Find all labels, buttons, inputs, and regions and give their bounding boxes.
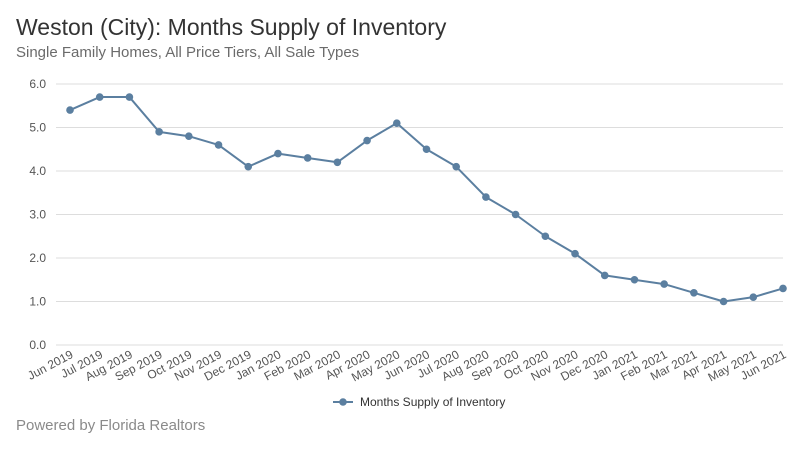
y-tick-label: 0.0 xyxy=(29,338,46,352)
y-axis-ticks: 0.0 1.0 2.0 3.0 4.0 5.0 6.0 xyxy=(29,77,46,352)
data-point[interactable] xyxy=(392,119,401,127)
data-point[interactable] xyxy=(125,93,134,101)
data-point[interactable] xyxy=(363,136,371,145)
data-point[interactable] xyxy=(244,162,253,171)
data-point[interactable] xyxy=(571,249,579,258)
data-point[interactable] xyxy=(660,280,668,288)
data-point[interactable] xyxy=(541,232,550,241)
y-tick-label: 4.0 xyxy=(29,164,46,178)
y-tick-label: 6.0 xyxy=(29,77,46,91)
data-point[interactable] xyxy=(274,149,282,158)
grid-lines xyxy=(56,83,783,346)
footer-credit: Powered by Florida Realtors xyxy=(16,417,206,434)
data-point[interactable] xyxy=(66,106,74,114)
legend-marker xyxy=(339,398,347,406)
data-point[interactable] xyxy=(452,162,461,171)
data-point[interactable] xyxy=(155,128,163,136)
data-point[interactable] xyxy=(185,132,193,140)
data-point[interactable] xyxy=(482,193,490,201)
data-point[interactable] xyxy=(214,141,223,149)
data-point[interactable] xyxy=(749,293,758,301)
y-tick-label: 3.0 xyxy=(29,208,46,222)
chart-subtitle: Single Family Homes, All Price Tiers, Al… xyxy=(16,44,360,61)
data-point[interactable] xyxy=(690,289,698,297)
data-point[interactable] xyxy=(511,210,520,219)
data-point[interactable] xyxy=(779,284,787,293)
legend: Months Supply of Inventory xyxy=(333,395,505,409)
data-point[interactable] xyxy=(600,271,609,280)
y-tick-label: 1.0 xyxy=(29,295,46,309)
data-point[interactable] xyxy=(630,275,639,284)
data-point[interactable] xyxy=(422,145,431,154)
y-tick-label: 2.0 xyxy=(29,251,46,265)
data-point[interactable] xyxy=(303,154,312,162)
y-tick-label: 5.0 xyxy=(29,121,46,135)
data-point[interactable] xyxy=(95,93,104,101)
chart-title: Weston (City): Months Supply of Inventor… xyxy=(16,14,447,40)
data-point[interactable] xyxy=(719,297,728,306)
data-point[interactable] xyxy=(333,158,342,167)
series-layer xyxy=(66,93,787,306)
legend-label[interactable]: Months Supply of Inventory xyxy=(360,395,505,409)
